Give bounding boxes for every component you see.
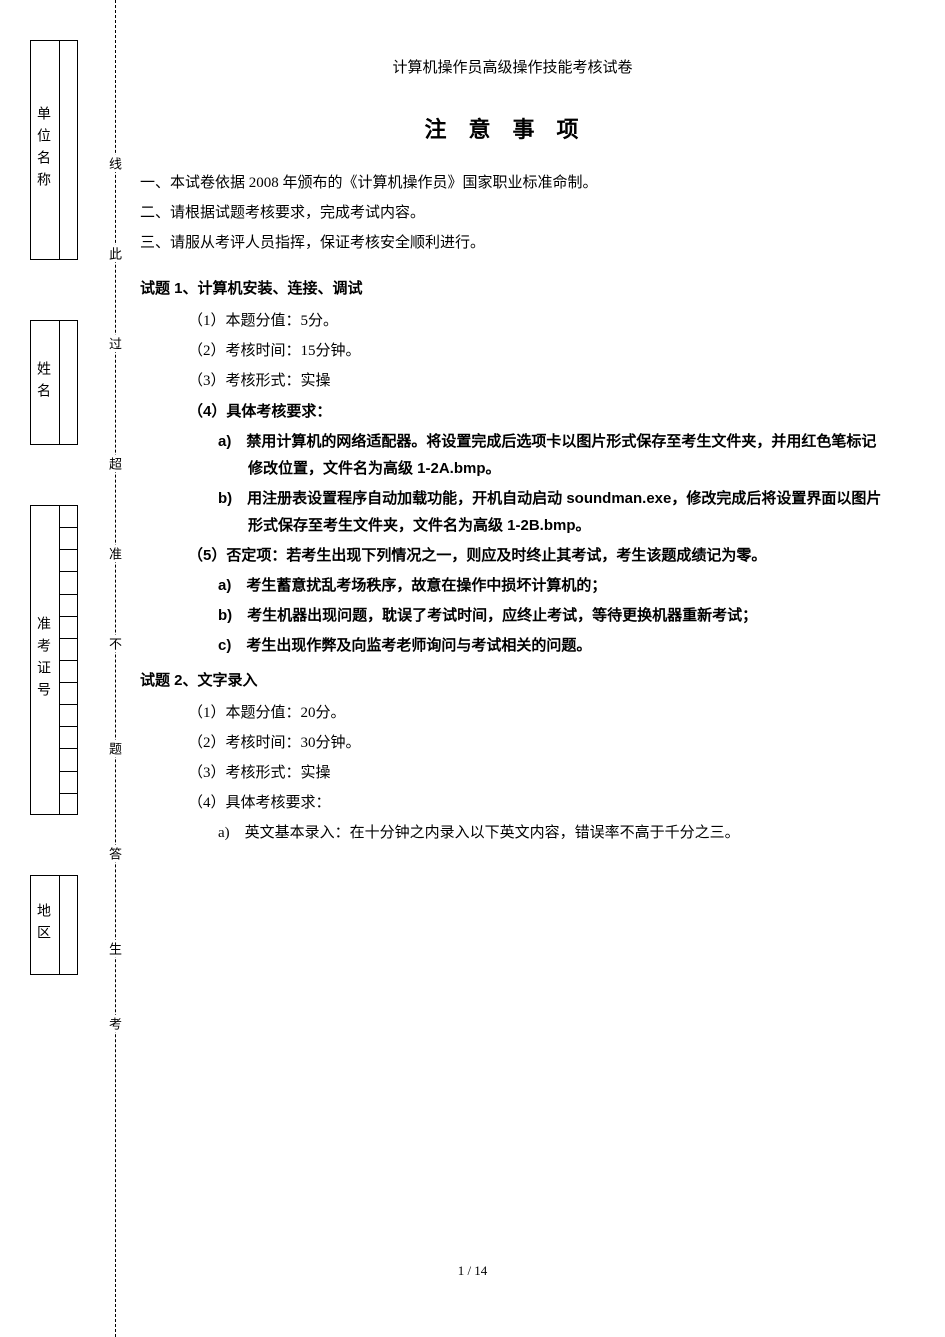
q2-item-4: （4）具体考核要求： <box>188 790 885 817</box>
q2-title: 试题 2、文字录入 <box>140 667 885 694</box>
binding-sidebar: 单位名称 姓名 准考证号 地区 <box>30 40 90 1140</box>
ticket-grid <box>59 506 77 814</box>
unit-name-label: 单位名称 <box>31 41 59 259</box>
dash-char-8: 生 <box>104 940 126 957</box>
intro-item-3: 三、请服从考评人员指挥，保证考核安全顺利进行。 <box>140 230 885 257</box>
document-header: 计算机操作员高级操作技能考核试卷 <box>140 55 885 82</box>
dash-char-4: 准 <box>104 545 126 562</box>
q2-sub-a: a) 英文基本录入：在十分钟之内录入以下英文内容，错误率不高于千分之三。 <box>218 820 885 847</box>
q1-req-list: a) 禁用计算机的网络适配器。将设置完成后选项卡以图片形式保存至考生文件夹，并用… <box>140 428 885 539</box>
intro-list: 一、本试卷依据 2008 年颁布的《计算机操作员》国家职业标准命制。 二、请根据… <box>140 170 885 257</box>
binding-dash-line <box>115 0 117 1337</box>
q1-title: 试题 1、计算机安装、连接、调试 <box>140 275 885 302</box>
name-box: 姓名 <box>30 320 78 445</box>
q1-item-3: （3）考核形式：实操 <box>188 368 885 395</box>
name-label: 姓名 <box>31 321 59 444</box>
dash-char-7: 答 <box>104 845 126 862</box>
q1-req-title: （4）具体考核要求： <box>188 398 885 425</box>
q1-req-a: a) 禁用计算机的网络适配器。将设置完成后选项卡以图片形式保存至考生文件夹，并用… <box>218 428 885 482</box>
q2-sub-list: a) 英文基本录入：在十分钟之内录入以下英文内容，错误率不高于千分之三。 <box>140 820 885 847</box>
ticket-label: 准考证号 <box>31 506 59 814</box>
intro-item-2: 二、请根据试题考核要求，完成考试内容。 <box>140 200 885 227</box>
attention-title: 注意事项 <box>140 110 885 150</box>
dash-char-3: 超 <box>104 455 126 472</box>
ticket-number-box: 准考证号 <box>30 505 78 815</box>
q1-neg-title: （5）否定项：若考生出现下列情况之一，则应及时终止其考试，考生该题成绩记为零。 <box>188 542 885 569</box>
dash-char-9: 考 <box>104 1015 126 1032</box>
dash-char-5: 不 <box>104 635 126 652</box>
dash-char-2: 过 <box>104 335 126 352</box>
q1-items: （1）本题分值：5分。 （2）考核时间：15分钟。 （3）考核形式：实操 （4）… <box>140 308 885 425</box>
region-label: 地区 <box>31 876 59 974</box>
main-content: 计算机操作员高级操作技能考核试卷 注意事项 一、本试卷依据 2008 年颁布的《… <box>140 55 885 850</box>
dash-char-0: 线 <box>104 155 126 172</box>
q1-item-2: （2）考核时间：15分钟。 <box>188 338 885 365</box>
q1-neg-c: c) 考生出现作弊及向监考老师询问与考试相关的问题。 <box>218 632 885 659</box>
dash-char-6: 题 <box>104 740 126 757</box>
dash-char-1: 此 <box>104 245 126 262</box>
q1-item-1: （1）本题分值：5分。 <box>188 308 885 335</box>
q2-item-2: （2）考核时间：30分钟。 <box>188 730 885 757</box>
intro-item-1: 一、本试卷依据 2008 年颁布的《计算机操作员》国家职业标准命制。 <box>140 170 885 197</box>
q1-neg-b: b) 考生机器出现问题，耽误了考试时间，应终止考试，等待更换机器重新考试； <box>218 602 885 629</box>
region-box: 地区 <box>30 875 78 975</box>
q2-item-3: （3）考核形式：实操 <box>188 760 885 787</box>
q2-items: （1）本题分值：20分。 （2）考核时间：30分钟。 （3）考核形式：实操 （4… <box>140 700 885 817</box>
q1-neg-list: a) 考生蓄意扰乱考场秩序，故意在操作中损坏计算机的； b) 考生机器出现问题，… <box>140 572 885 659</box>
q1-neg-a: a) 考生蓄意扰乱考场秩序，故意在操作中损坏计算机的； <box>218 572 885 599</box>
q1-neg-wrap: （5）否定项：若考生出现下列情况之一，则应及时终止其考试，考生该题成绩记为零。 <box>140 542 885 569</box>
q2-item-1: （1）本题分值：20分。 <box>188 700 885 727</box>
unit-name-box: 单位名称 <box>30 40 78 260</box>
q1-req-b: b) 用注册表设置程序自动加载功能，开机自动启动 soundman.exe，修改… <box>218 485 885 539</box>
page-number: 1 / 14 <box>0 1259 945 1282</box>
